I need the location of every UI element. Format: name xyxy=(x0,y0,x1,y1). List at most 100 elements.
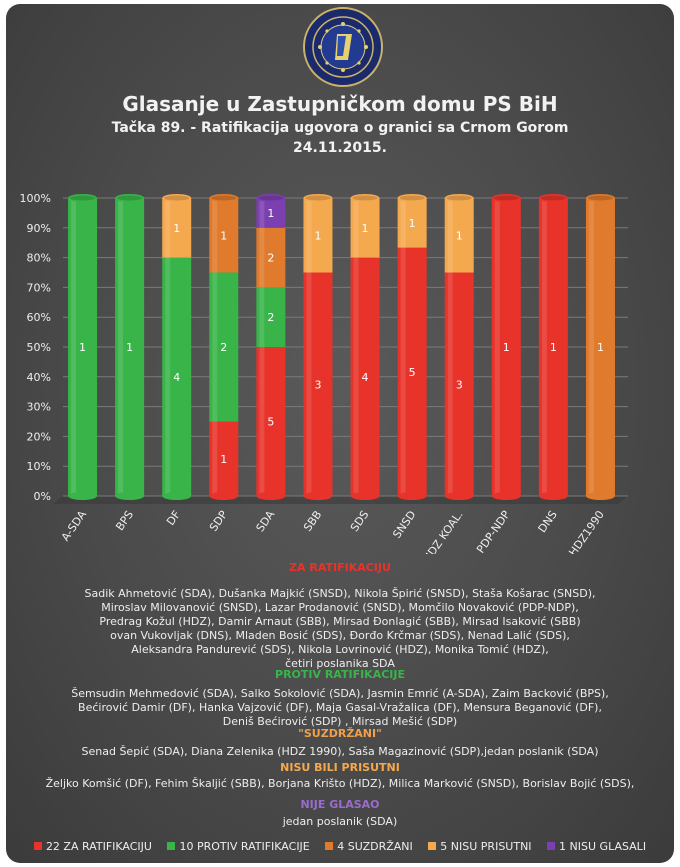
bar-segment xyxy=(256,287,286,347)
legend-item-absent: 5 NISU PRISUTNI xyxy=(428,840,532,853)
legend-label: 1 NISU GLASALI xyxy=(559,840,647,853)
bar-segment xyxy=(491,198,521,496)
names-not-voted: jedan poslanik (SDA) xyxy=(6,815,674,829)
bar-segment xyxy=(397,247,427,496)
names-against: Šemsudin Mehmedović (SDA), Salko Sokolov… xyxy=(6,687,674,729)
legend-label: 5 NISU PRISUTNI xyxy=(440,840,532,853)
bar-value-label: 4 xyxy=(362,371,369,384)
bar-top-cap xyxy=(350,194,380,202)
x-tick-label: DF xyxy=(164,508,183,528)
x-tick-label: SNSD xyxy=(390,508,418,541)
bar-segment xyxy=(350,257,380,496)
page-title: Glasanje u Zastupničkom domu PS BiH xyxy=(122,92,558,116)
bar-segment xyxy=(538,198,568,496)
x-tick-label: SDS xyxy=(348,508,372,534)
bar-top-cap xyxy=(68,194,98,202)
bar-top-shade xyxy=(258,195,284,201)
bar-top-cap xyxy=(162,194,192,202)
bar-top-shade xyxy=(399,195,425,201)
bar-top-shade xyxy=(352,195,378,201)
y-tick-label: 100% xyxy=(20,192,51,205)
names-line: Željko Komšić (DF), Fehim Škaljić (SBB),… xyxy=(45,777,635,790)
bar-top-cap xyxy=(491,194,521,202)
bar-segment xyxy=(444,272,474,496)
bar-highlight xyxy=(447,198,453,273)
y-tick-label: 10% xyxy=(27,460,51,473)
y-tick-label: 30% xyxy=(27,401,51,414)
bar-highlight xyxy=(212,421,218,496)
bar-top-cap xyxy=(115,194,145,202)
bar-segment xyxy=(303,272,333,496)
legend-item-for: 22 ZA RATIFIKACIJU xyxy=(33,840,152,853)
bar-top-shade xyxy=(587,195,613,201)
bar-highlight xyxy=(447,272,453,496)
names-line: Predrag Kožul (HDZ), Damir Arnaut (SBB),… xyxy=(99,615,581,628)
y-tick-label: 0% xyxy=(34,490,51,503)
legend-item-against: 10 PROTIV RATIFIKACIJE xyxy=(167,840,310,853)
bar-value-label: 2 xyxy=(267,252,274,265)
y-tick-label: 40% xyxy=(27,371,51,384)
bar-top-cap xyxy=(397,194,427,202)
legend-swatch xyxy=(547,842,556,850)
bar-bottom-cap xyxy=(209,492,239,500)
bar-value-label: 1 xyxy=(362,222,369,235)
legend-label: 10 PROTIV RATIFIKACIJE xyxy=(179,840,310,853)
x-tick-label: HDZ1990 xyxy=(566,508,607,554)
bar-bottom-cap xyxy=(538,492,568,500)
bar-value-label: 1 xyxy=(314,229,321,242)
bar-highlight xyxy=(259,198,265,228)
bar-highlight xyxy=(400,247,406,496)
bar-value-label: 2 xyxy=(267,311,274,324)
bar-segment xyxy=(303,198,333,273)
x-tick-label: PDP-NDP xyxy=(474,508,513,554)
y-tick-label: 50% xyxy=(27,341,51,354)
bar-bottom-cap xyxy=(397,492,427,500)
y-tick-label: 60% xyxy=(27,311,51,324)
bar-value-label: 5 xyxy=(409,366,416,379)
legend-item-not-voted: 1 NISU GLASALI xyxy=(547,840,646,853)
bar-highlight xyxy=(494,198,500,496)
x-tick-label: HDZ KOAL. xyxy=(421,508,466,554)
y-tick-label: 90% xyxy=(27,222,51,235)
bar-segment xyxy=(209,272,239,422)
bar-highlight xyxy=(353,198,359,258)
names-for: Sadik Ahmetović (SDA), Dušanka Majkić (S… xyxy=(6,587,674,671)
parliament-seal-logo xyxy=(303,7,383,87)
names-absent: Željko Komšić (DF), Fehim Škaljić (SBB),… xyxy=(6,777,674,791)
legend-label: 22 ZA RATIFIKACIJU xyxy=(45,840,152,853)
names-line: Senad Šepić (SDA), Diana Zelenika (HDZ 1… xyxy=(81,745,599,758)
bar-segment xyxy=(397,198,427,248)
bar-top-cap xyxy=(585,194,615,202)
names-abstained: Senad Šepić (SDA), Diana Zelenika (HDZ 1… xyxy=(6,745,674,759)
bar-value-label: 4 xyxy=(173,371,180,384)
bar-highlight xyxy=(588,198,594,496)
bar-highlight xyxy=(353,257,359,496)
bar-value-label: 3 xyxy=(314,378,321,391)
names-line: Bećirović Damir (DF), Hanka Vajzović (DF… xyxy=(78,701,602,714)
bar-highlight xyxy=(400,198,406,248)
bar-value-label: 1 xyxy=(503,341,510,354)
bar-top-cap xyxy=(209,194,239,202)
bar-bottom-cap xyxy=(115,492,145,500)
names-line: Sadik Ahmetović (SDA), Dušanka Majkić (S… xyxy=(84,587,596,600)
legend-swatch xyxy=(33,842,42,850)
legend-item-abstained: 4 SUZDRŽANI xyxy=(325,840,413,853)
bar-bottom-cap xyxy=(491,492,521,500)
bar-highlight xyxy=(212,272,218,422)
bar-top-shade xyxy=(164,195,190,201)
bar-segment xyxy=(115,198,145,496)
bar-segment xyxy=(585,198,615,496)
bar-top-shade xyxy=(117,195,143,201)
names-line: ovan Vukovljak (DNS), Mladen Bosić (SDS)… xyxy=(110,629,570,642)
bar-bottom-cap xyxy=(162,492,192,500)
bar-segment xyxy=(350,198,380,258)
legend-swatch xyxy=(428,842,437,850)
bar-segment xyxy=(256,347,286,496)
bar-highlight xyxy=(71,198,77,496)
vote-date: 24.11.2015. xyxy=(293,140,387,156)
legend-swatch xyxy=(325,842,334,850)
bar-value-label: 5 xyxy=(267,416,274,429)
bar-highlight xyxy=(259,287,265,347)
chart-floor xyxy=(53,496,628,504)
bar-segment xyxy=(444,198,474,273)
